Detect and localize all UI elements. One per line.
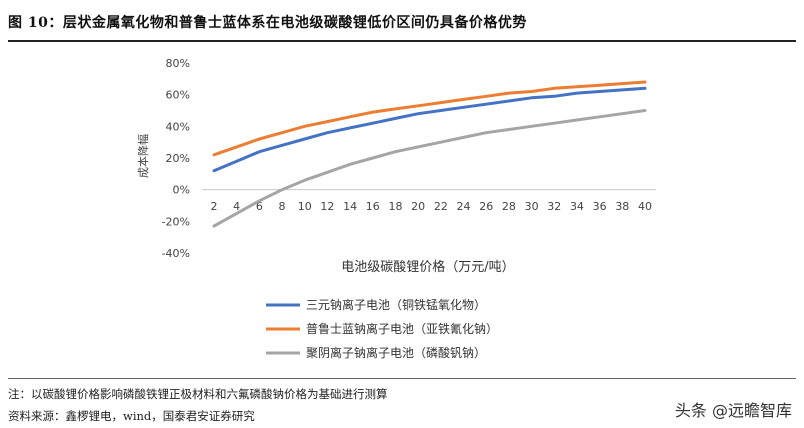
x-tick-label: 22 (434, 200, 448, 213)
x-tick-label: 32 (547, 200, 561, 213)
line-chart: -40%-20%0%20%40%60%80% 2 4 6 8 10 12 14 16 18 20 2… (136, 57, 656, 360)
watermark: 头条 @远瞻智库 (674, 401, 792, 420)
x-tick-label: 24 (457, 200, 471, 213)
y-tick-label: 0% (173, 184, 190, 197)
y-axis: -40% -20% 0% 20% 40% 60% 80% (162, 57, 190, 260)
x-tick-label: 14 (343, 200, 357, 213)
footnote: 注：以碳酸锂价格影响磷酸铁锂正极材料和六氟磷酸钠价格为基础进行测算 (8, 387, 388, 401)
series-line-2 (212, 80, 647, 157)
x-tick-label: 36 (593, 200, 607, 213)
y-tick-label: -40% (162, 247, 190, 260)
series-group (212, 80, 647, 228)
legend-label: 三元钠离子电池（铜铁锰氧化物） (306, 297, 486, 312)
x-tick-label: 16 (366, 200, 380, 213)
x-tick-label: 12 (320, 200, 334, 213)
x-tick-label: 20 (411, 200, 425, 213)
x-tick-label: 4 (233, 200, 240, 213)
series-line-1 (212, 86, 647, 173)
x-tick-label: 40 (638, 200, 652, 213)
y-tick-label: 60% (166, 89, 190, 102)
x-tick-label: 10 (298, 200, 312, 213)
x-tick-label: 6 (256, 200, 263, 213)
x-axis-title: 电池级碳酸锂价格（万元/吨） (341, 259, 514, 275)
x-tick-label: 30 (525, 200, 539, 213)
legend-label: 聚阴离子钠离子电池（磷酸钒钠） (306, 345, 486, 360)
source-note: 资料来源：鑫椤锂电，wind，国泰君安证券研究 (8, 409, 255, 423)
y-tick-label: 40% (166, 120, 190, 133)
legend-label: 普鲁士蓝钠离子电池（亚铁氰化钠） (306, 321, 498, 336)
series-line-3 (212, 109, 647, 228)
x-tick-label: 18 (388, 200, 402, 213)
y-tick-label: 20% (166, 152, 190, 165)
legend: 三元钠离子电池（铜铁锰氧化物） 普鲁士蓝钠离子电池（亚铁氰化钠） 聚阴离子钠离子电池… (266, 297, 498, 360)
footer-rule (8, 378, 796, 379)
y-tick-label: -20% (162, 215, 190, 228)
x-tick-label: 8 (279, 200, 286, 213)
title-rule (8, 40, 796, 42)
x-tick-label: 34 (570, 200, 584, 213)
x-tick-label: 28 (502, 200, 516, 213)
y-tick-label: 80% (166, 57, 190, 70)
x-axis: 2 4 6 8 10 12 14 16 18 20 22 24 26 28 30 32 34 36 38 40 (202, 189, 656, 213)
x-tick-label: 26 (479, 200, 493, 213)
figure-title: 图 10：层状金属氧化物和普鲁士蓝体系在电池级碳酸锂低价区间仍具备价格优势 (8, 15, 527, 31)
x-tick-label: 38 (615, 200, 629, 213)
x-tick-label: 2 (211, 200, 218, 213)
y-axis-title: 成本降幅 (136, 134, 150, 178)
